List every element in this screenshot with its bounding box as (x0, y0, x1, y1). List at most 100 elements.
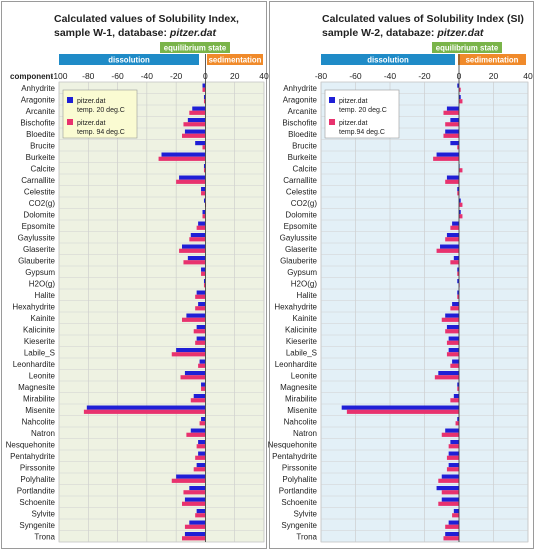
zone-dissolution-label: dissolution (108, 55, 150, 64)
category-label: Kieserite (24, 337, 56, 346)
category-label: CO2(g) (291, 199, 318, 208)
category-label: H2O(g) (291, 279, 318, 288)
category-label: Natron (31, 429, 55, 438)
category-label: Magnesite (18, 383, 55, 392)
category-label: Gypsum (25, 268, 55, 277)
bar (201, 267, 206, 272)
bar (457, 382, 459, 387)
x-tick-label: -40 (384, 71, 397, 81)
x-tick-label: -20 (170, 71, 183, 81)
bar (450, 440, 459, 445)
bar (189, 486, 206, 491)
bar (192, 106, 206, 111)
chart-svg: -80-60-40-2002040dissolutionequilibrium … (268, 42, 533, 543)
zone-sedimentation-bg (458, 54, 526, 65)
zone-dissolution-label: dissolution (367, 55, 409, 64)
bar (86, 405, 206, 410)
bar (182, 133, 206, 138)
bar (187, 118, 206, 123)
category-label: Schoenite (19, 498, 55, 507)
bar (457, 271, 459, 276)
bar (196, 509, 206, 514)
chart-title-line2: sample W-1, database: pitzer.dat (54, 26, 239, 40)
bar (448, 348, 459, 353)
bar (346, 409, 459, 414)
bar (459, 198, 461, 203)
category-label: Labile_S (286, 348, 317, 357)
chart-title: Calculated values of Solubility Index, s… (54, 12, 239, 40)
bar (445, 329, 459, 334)
category-label: Leonite (29, 371, 56, 380)
category-label: Sylvite (31, 509, 55, 518)
bar (455, 421, 459, 426)
category-label: Labile_S (24, 348, 55, 357)
category-label: Glaserite (285, 245, 318, 254)
bar (196, 225, 206, 230)
bar (180, 375, 206, 380)
bar (184, 497, 206, 502)
category-label: Celestite (286, 187, 318, 196)
category-label: Celestite (24, 187, 56, 196)
category-label: Leonhardite (275, 360, 318, 369)
category-label: Anhydrite (283, 84, 317, 93)
chart-title: Calculated values of Solubility Index (S… (322, 12, 524, 40)
x-tick-label: -20 (418, 71, 431, 81)
bar (184, 524, 206, 529)
bar (459, 202, 463, 207)
bar (452, 513, 459, 518)
legend-swatch (329, 119, 335, 125)
bar (450, 141, 459, 146)
chart-title-line1: Calculated values of Solubility Index (S… (322, 13, 524, 25)
bar (459, 168, 463, 173)
bar (186, 432, 206, 437)
x-tick-label: 20 (489, 71, 499, 81)
bar (161, 152, 206, 157)
category-label: Kalicinite (23, 325, 56, 334)
bar (176, 179, 206, 184)
chart-title-line2-db: pitzer.dat (437, 27, 484, 39)
category-label: Pirssonite (20, 463, 56, 472)
category-label: Nesquehonite (6, 440, 56, 449)
bar (453, 509, 459, 514)
legend-swatch (329, 97, 335, 103)
category-label: Glauberite (280, 256, 317, 265)
bar (443, 536, 459, 541)
zone-sedimentation-label: sedimentation (466, 55, 519, 64)
bar (438, 501, 459, 506)
bar (441, 490, 459, 495)
bar (171, 478, 206, 483)
bar (176, 474, 206, 479)
category-label: Anhydrite (21, 84, 55, 93)
bar (459, 99, 463, 104)
category-label: Pentahydrite (10, 452, 55, 461)
bar (459, 87, 461, 92)
category-label: Brucite (30, 141, 55, 150)
category-label: Dolomite (285, 210, 317, 219)
bar (186, 313, 206, 318)
category-label: Glauberite (18, 256, 55, 265)
bar (457, 386, 459, 391)
category-label: Aragonite (283, 95, 318, 104)
category-label: Calcite (293, 164, 318, 173)
category-label: Dolomite (23, 210, 55, 219)
bar (457, 290, 459, 295)
chart-title-line2-db: pitzer.dat (169, 27, 217, 39)
legend-entry-name: pitzer.dat (339, 120, 367, 127)
bar (201, 191, 206, 196)
category-label: CO2(g) (29, 199, 56, 208)
bar (193, 329, 206, 334)
bar (203, 164, 206, 169)
category-label: Schoenite (281, 498, 317, 507)
bar (202, 87, 206, 92)
category-label: Misenite (287, 406, 317, 415)
x-tick-label: 40 (259, 71, 269, 81)
bar (190, 233, 206, 238)
zone-sedimentation-bg (207, 54, 263, 65)
chart-title-line2-prefix: sample W-1, database: (54, 27, 170, 39)
bar (446, 106, 459, 111)
bar (436, 486, 459, 491)
x-tick-label: -60 (111, 71, 124, 81)
bar (445, 237, 459, 242)
category-label: Sylvite (293, 509, 317, 518)
category-label: Nahcolite (22, 417, 56, 426)
